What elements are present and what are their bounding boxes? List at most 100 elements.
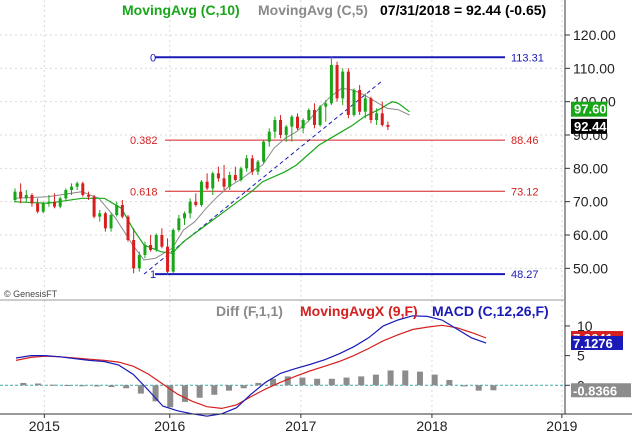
bar-body xyxy=(132,240,136,269)
bar-body xyxy=(64,190,68,199)
bar-body xyxy=(239,168,243,180)
price-bar xyxy=(86,191,90,200)
macd-hist-bar xyxy=(314,378,321,386)
bar-body xyxy=(70,186,73,190)
price-bar xyxy=(267,128,271,147)
price-tick-label: 60.00 xyxy=(573,227,608,243)
macd-hist-bar xyxy=(137,385,144,394)
range-top-left-label: 0 xyxy=(150,52,156,64)
price-bar xyxy=(154,233,158,252)
price-bar xyxy=(324,100,328,122)
bar-body xyxy=(358,90,362,112)
macd-hist-bar xyxy=(402,370,409,386)
price-bar xyxy=(290,115,294,142)
price-badge-label: 92.44 xyxy=(574,119,607,134)
bar-body xyxy=(262,141,266,162)
price-bar xyxy=(160,228,164,249)
year-tick-label: 2015 xyxy=(29,418,60,434)
price-bar xyxy=(143,241,147,259)
price-bar xyxy=(312,103,316,129)
price-bar xyxy=(53,193,57,209)
macd-hist-bar xyxy=(328,378,335,386)
bar-body xyxy=(290,116,294,127)
price-bar xyxy=(375,108,379,125)
macd-hist-bar xyxy=(226,385,233,391)
price-bar xyxy=(369,96,373,124)
bar-body xyxy=(126,216,130,240)
price-bar xyxy=(262,140,266,164)
bar-body xyxy=(41,203,45,212)
macd-hist-bar xyxy=(387,370,394,386)
bar-body xyxy=(380,113,384,125)
bar-body xyxy=(211,173,215,189)
price-bar xyxy=(103,211,107,232)
price-bar xyxy=(75,181,79,190)
range-bottom-value-label: 48.27 xyxy=(511,269,539,281)
macd-hist-bar xyxy=(35,383,42,386)
price-bar xyxy=(307,108,311,122)
macd-hist-bar xyxy=(196,385,203,398)
macd-line xyxy=(15,315,487,417)
bar-body xyxy=(341,71,345,99)
bar-body xyxy=(58,198,62,207)
bar-body xyxy=(30,195,34,204)
bar-body xyxy=(36,203,40,212)
price-tick-label: 120.00 xyxy=(573,27,616,43)
macd-hist-bar xyxy=(343,377,350,386)
macd-hist-bar xyxy=(372,374,379,386)
macd-hist-bar xyxy=(240,385,247,389)
fib-value-label: 88.46 xyxy=(511,135,539,147)
price-bar xyxy=(70,183,73,195)
price-bar xyxy=(120,200,124,219)
price-bar xyxy=(47,195,51,207)
price-bar xyxy=(239,166,243,182)
price-bar xyxy=(183,211,186,225)
bar-body xyxy=(120,205,124,217)
price-bar xyxy=(329,56,333,105)
bar-body xyxy=(369,98,373,120)
ma5-legend: MovingAvg (C,5) xyxy=(258,2,368,18)
price-bar xyxy=(273,116,277,139)
bar-body xyxy=(53,201,57,207)
price-bar xyxy=(211,171,215,195)
bar-body xyxy=(154,235,158,250)
bar-body xyxy=(115,205,119,215)
price-bar xyxy=(177,215,181,232)
bar-body xyxy=(166,246,170,272)
price-tick-label: 70.00 xyxy=(573,194,608,210)
price-bar xyxy=(205,173,209,190)
bar-body xyxy=(149,245,153,250)
price-bar xyxy=(126,215,130,242)
price-tick-label: 80.00 xyxy=(573,160,608,176)
bar-body xyxy=(250,158,254,172)
price-bar xyxy=(233,166,237,182)
bar-body xyxy=(160,235,164,247)
bar-body xyxy=(228,175,232,187)
macd-hist-bar xyxy=(446,379,453,386)
macd-hist-bar xyxy=(211,385,218,395)
macd-plot xyxy=(0,315,565,417)
macd-hist-bar xyxy=(431,374,438,386)
year-tick-label: 2017 xyxy=(285,418,316,434)
bar-body xyxy=(13,191,17,200)
macd-badge xyxy=(571,383,631,398)
price-tick-label: 110.00 xyxy=(573,60,615,76)
macd-hist-bar xyxy=(108,385,115,388)
year-tick-label: 2019 xyxy=(546,418,577,434)
bar-body xyxy=(279,120,283,135)
bar-body xyxy=(352,90,356,115)
diff-legend: Diff (F,1,1) xyxy=(216,303,283,319)
bar-body xyxy=(273,120,277,132)
price-bar xyxy=(296,113,299,130)
price-bar xyxy=(363,93,367,119)
macd-badge-label: 7.1276 xyxy=(573,336,613,351)
bar-body xyxy=(267,131,271,142)
bar-body xyxy=(301,120,305,129)
macd-legend: MACD (C,12,26,F) xyxy=(432,303,549,319)
macd-hist-bar xyxy=(64,384,71,386)
macd-hist-bar xyxy=(20,382,27,386)
price-bar xyxy=(98,210,102,222)
price-bar xyxy=(19,183,23,204)
bar-body xyxy=(194,201,198,205)
price-bar xyxy=(279,115,283,139)
